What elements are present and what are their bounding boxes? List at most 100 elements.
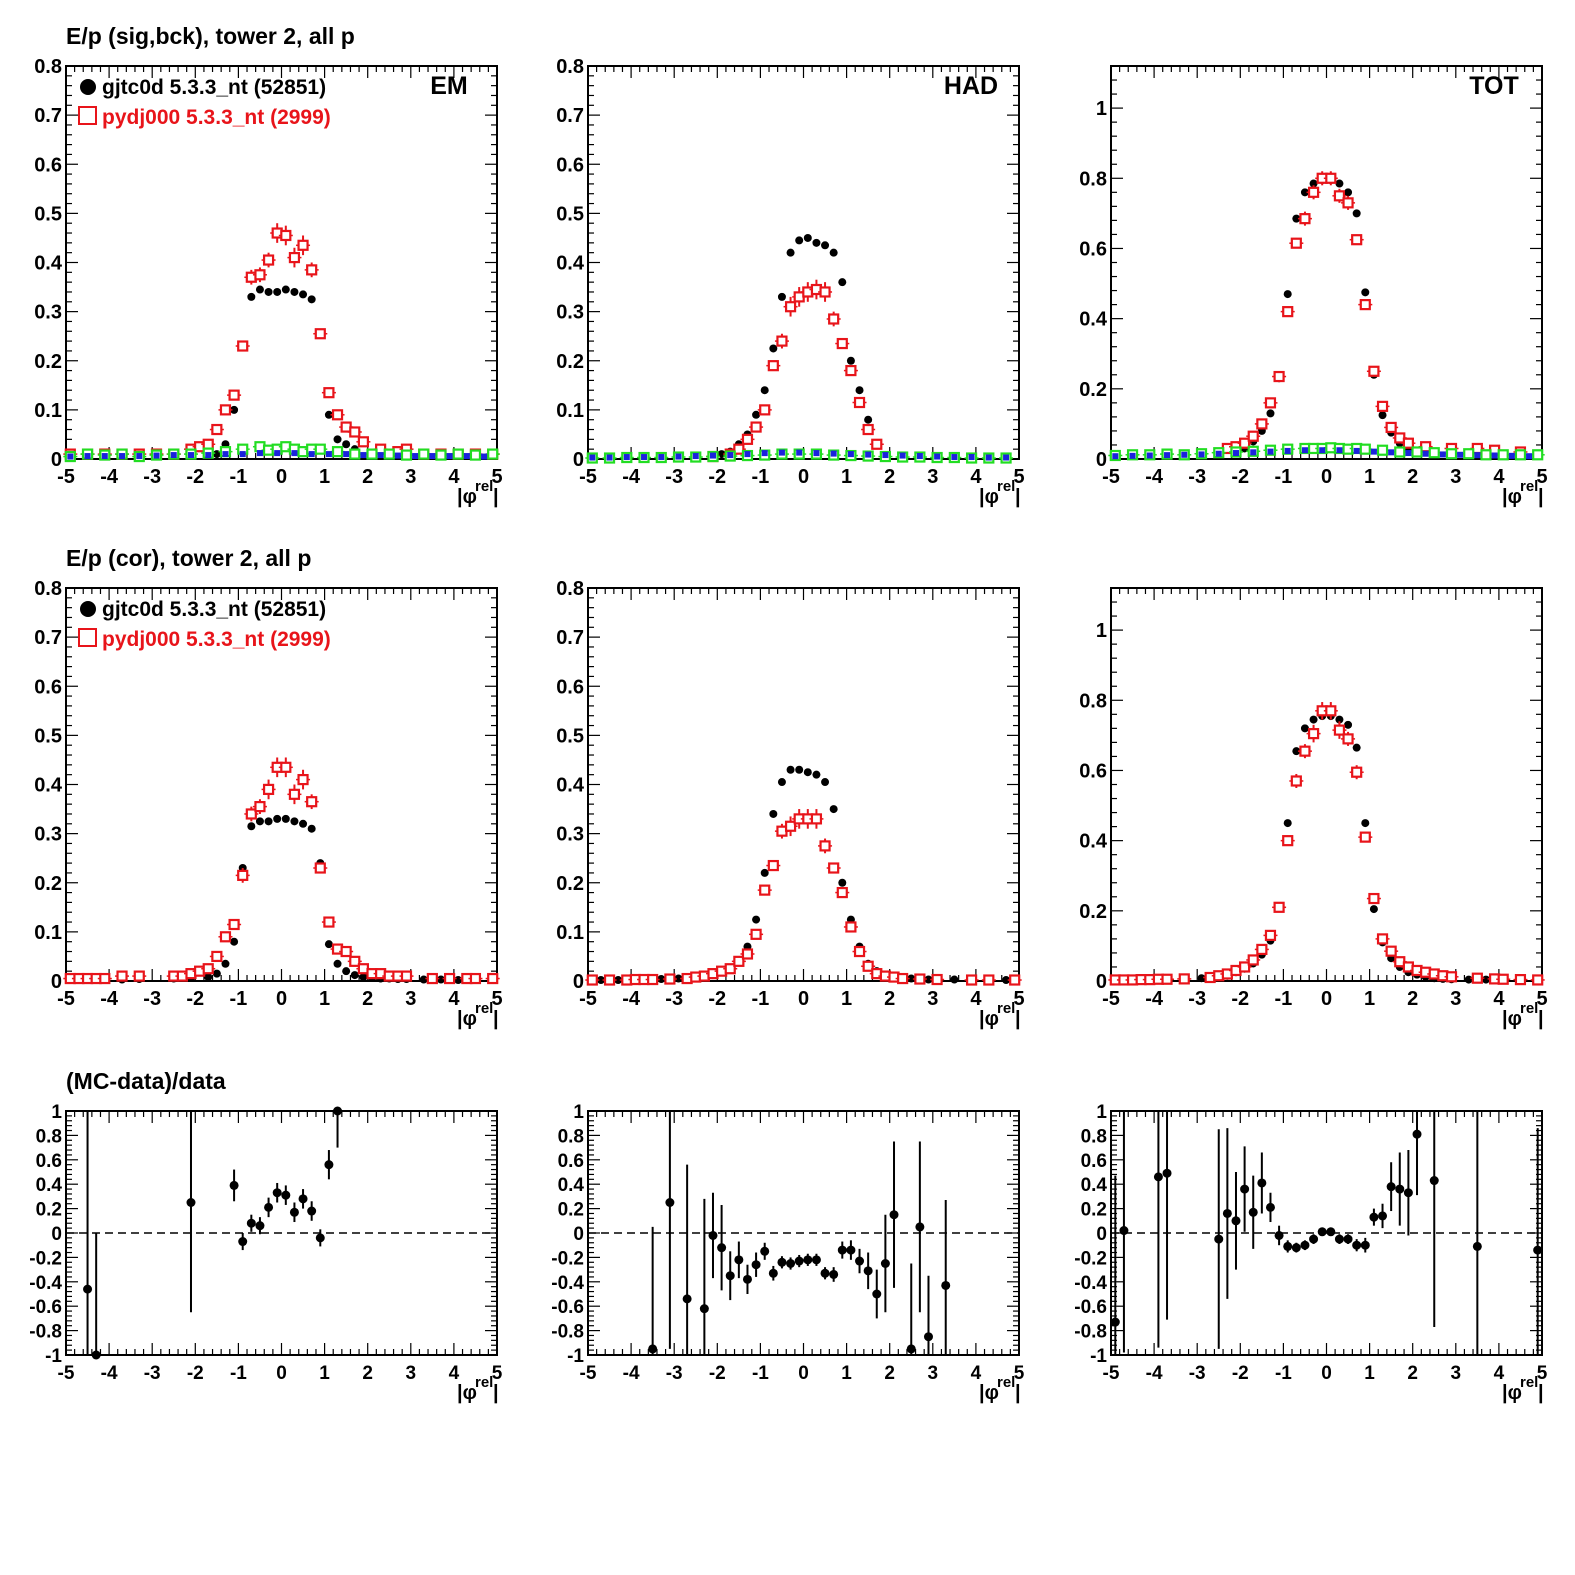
y-tick-label: 0.8 bbox=[1079, 168, 1107, 190]
data-point bbox=[1197, 974, 1206, 983]
x-axis-label: |φ bbox=[1502, 1382, 1522, 1404]
panel-corner-label: TOT bbox=[1469, 72, 1519, 100]
data-point bbox=[1508, 452, 1515, 459]
y-tick-label: 0.8 bbox=[556, 56, 584, 78]
x-axis-label-superscript: rel bbox=[997, 1000, 1015, 1017]
x-tick-label: -3 bbox=[143, 466, 161, 488]
y-tick-label: -0.4 bbox=[551, 1273, 584, 1294]
data-point bbox=[419, 975, 428, 984]
x-tick-label: 5 bbox=[1536, 466, 1547, 488]
data-point bbox=[1428, 447, 1440, 459]
x-tick-label: 3 bbox=[1450, 988, 1461, 1010]
x-tick-label: 1 bbox=[841, 466, 852, 488]
y-tick-label: 0.2 bbox=[556, 873, 584, 895]
y-tick-label: 0.8 bbox=[1081, 1126, 1107, 1147]
y-tick-label: 0.6 bbox=[1079, 760, 1107, 782]
data-point bbox=[429, 453, 436, 460]
y-tick-label: -0.2 bbox=[29, 1248, 62, 1269]
data-point bbox=[264, 1202, 274, 1212]
data-point bbox=[699, 1304, 709, 1314]
data-point bbox=[768, 1268, 778, 1278]
data-point bbox=[288, 788, 301, 800]
data-point bbox=[1309, 1234, 1319, 1244]
y-tick-label: 0 bbox=[51, 971, 62, 993]
data-point bbox=[1282, 306, 1294, 318]
x-tick-label: 3 bbox=[928, 1363, 939, 1384]
data-point bbox=[487, 448, 499, 460]
data-point bbox=[950, 975, 959, 984]
x-tick-label: 5 bbox=[1537, 1363, 1548, 1384]
data-point bbox=[222, 451, 229, 458]
y-tick-label: 0.4 bbox=[556, 775, 585, 797]
data-point bbox=[1445, 971, 1458, 983]
data-point bbox=[101, 453, 108, 460]
data-point bbox=[1439, 451, 1446, 458]
data-point bbox=[586, 974, 598, 986]
data-point bbox=[1325, 172, 1337, 184]
y-tick-label: 0.7 bbox=[556, 105, 584, 127]
data-point bbox=[733, 955, 745, 967]
data-point bbox=[742, 1274, 752, 1284]
data-point bbox=[648, 1344, 658, 1354]
data-point bbox=[298, 1194, 308, 1204]
data-point bbox=[828, 313, 840, 325]
data-point bbox=[1232, 450, 1239, 457]
data-point bbox=[1300, 724, 1309, 733]
data-point bbox=[760, 868, 769, 877]
x-axis-label: |φ bbox=[1502, 486, 1522, 508]
data-point bbox=[1532, 974, 1544, 986]
x-axis-label-bar: | bbox=[493, 486, 499, 508]
x-tick-label: 0 bbox=[276, 1363, 287, 1384]
data-point bbox=[606, 454, 613, 461]
y-tick-label: 0 bbox=[573, 971, 584, 993]
data-point bbox=[1264, 929, 1277, 941]
y-tick-label: -1 bbox=[45, 1346, 62, 1367]
data-point bbox=[202, 963, 214, 975]
data-point bbox=[741, 948, 754, 960]
data-point bbox=[1248, 1207, 1258, 1217]
x-tick-label: -3 bbox=[143, 988, 161, 1010]
data-point bbox=[1273, 370, 1285, 383]
data-point bbox=[682, 1294, 692, 1304]
data-point bbox=[1361, 819, 1370, 828]
data-point bbox=[315, 1233, 325, 1243]
legend-label: pydj000 5.3.3_nt (2999) bbox=[102, 106, 331, 129]
data-point bbox=[1153, 1172, 1163, 1182]
data-point bbox=[914, 973, 926, 985]
data-point bbox=[784, 301, 797, 313]
data-point bbox=[1307, 728, 1320, 740]
data-point bbox=[1491, 452, 1498, 459]
x-tick-label: -1 bbox=[1275, 988, 1293, 1010]
data-point bbox=[228, 918, 240, 931]
data-point bbox=[281, 285, 290, 294]
data-point bbox=[1526, 453, 1533, 460]
data-point bbox=[400, 970, 413, 982]
data-point bbox=[863, 1266, 873, 1276]
data-point bbox=[853, 396, 866, 409]
y-tick-label: 0.4 bbox=[36, 1175, 63, 1196]
data-point bbox=[1402, 437, 1414, 449]
y-tick-label: 0.2 bbox=[556, 351, 584, 373]
x-axis-label: |φ bbox=[1502, 1008, 1522, 1030]
data-point bbox=[394, 452, 401, 459]
data-point bbox=[256, 450, 263, 457]
data-point bbox=[1290, 237, 1302, 249]
data-point bbox=[324, 940, 333, 949]
data-point bbox=[1181, 451, 1188, 458]
x-tick-label: -1 bbox=[752, 988, 770, 1010]
series-1 bbox=[212, 285, 359, 459]
y-tick-label: 0.2 bbox=[558, 1200, 584, 1221]
data-point bbox=[426, 972, 438, 985]
data-point bbox=[221, 959, 230, 968]
data-point bbox=[280, 229, 292, 242]
data-point bbox=[1405, 450, 1412, 457]
y-tick-label: 0.6 bbox=[36, 1151, 62, 1172]
data-point bbox=[281, 814, 290, 823]
data-point bbox=[796, 449, 803, 456]
data-point bbox=[119, 453, 126, 460]
data-point bbox=[786, 248, 795, 257]
data-point bbox=[1497, 449, 1509, 461]
data-point bbox=[1300, 188, 1309, 197]
series-4 bbox=[1112, 447, 1533, 460]
data-point bbox=[116, 970, 128, 982]
